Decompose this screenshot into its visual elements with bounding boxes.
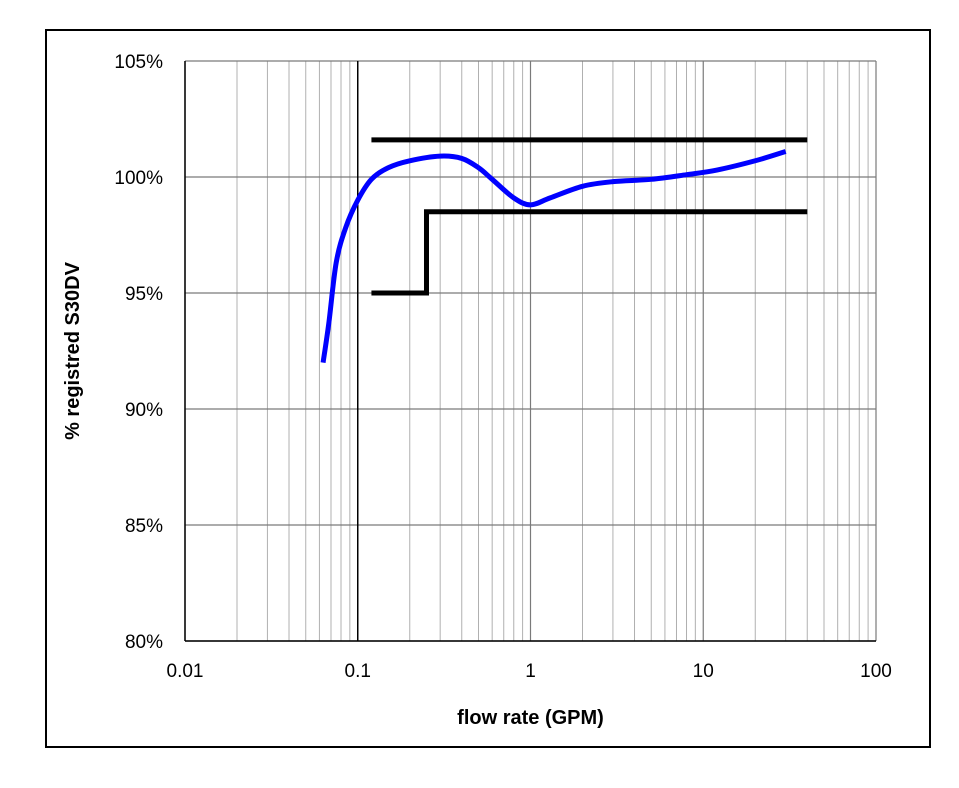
measured-accuracy-curve (320, 149, 787, 363)
series (320, 137, 808, 363)
x-tick-label: 100 (860, 661, 892, 682)
x-tick-label: 0.01 (167, 661, 204, 682)
x-tick-label: 0.1 (345, 661, 371, 682)
y-tick-label: 80% (125, 632, 163, 653)
y-tick-labels: 80% 85% 90% 95% 100% 105% (114, 52, 163, 653)
flow-accuracy-chart: 80% 85% 90% 95% 100% 105% 0.01 0.1 1 10 100 flow … (62, 52, 892, 729)
chart-frame: 80% 85% 90% 95% 100% 105% 0.01 0.1 1 10 100 flow … (45, 29, 931, 748)
x-tick-label: 10 (693, 661, 714, 682)
y-tick-label: 90% (125, 400, 163, 421)
y-tick-label: 105% (114, 52, 163, 73)
y-axis-label: % registred S30DV (62, 261, 84, 440)
y-tick-label: 85% (125, 516, 163, 537)
grid (184, 60, 877, 642)
axes (184, 61, 876, 642)
lower-limit-line (371, 209, 808, 296)
y-tick-label: 95% (125, 284, 163, 305)
x-tick-label: 1 (525, 661, 536, 682)
y-tick-label: 100% (114, 168, 163, 189)
x-axis-label: flow rate (GPM) (457, 707, 604, 729)
x-tick-labels: 0.01 0.1 1 10 100 (167, 661, 892, 682)
